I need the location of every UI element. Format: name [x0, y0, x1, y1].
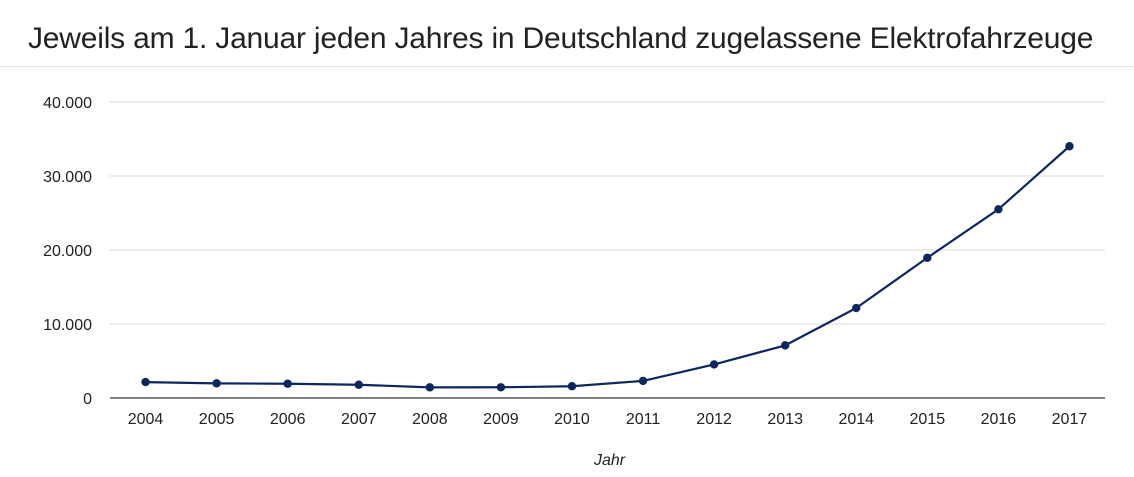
- data-point: [354, 380, 363, 389]
- x-tick-label: 2004: [128, 411, 164, 428]
- gridlines: [110, 101, 1105, 325]
- x-tick-label: 2005: [199, 411, 235, 428]
- data-point: [283, 379, 292, 388]
- data-point: [212, 379, 221, 388]
- y-tick-label: 40.000: [43, 95, 92, 112]
- data-point: [994, 205, 1003, 214]
- y-tick-label: 0: [83, 391, 92, 408]
- title-divider: [0, 66, 1134, 67]
- data-point: [496, 383, 506, 392]
- y-axis-ticks: 0 10.000 20.000 30.000 40.000: [43, 95, 92, 408]
- x-tick-label: 2006: [270, 411, 306, 428]
- x-axis-label: Jahr: [593, 452, 626, 469]
- data-point: [638, 376, 648, 386]
- y-tick-label: 20.000: [43, 243, 92, 260]
- data-point: [852, 303, 861, 313]
- chart-title: Jeweils am 1. Januar jeden Jahres in Deu…: [28, 22, 1094, 55]
- x-tick-label: 2014: [838, 411, 874, 428]
- x-tick-label: 2017: [1052, 411, 1088, 428]
- x-tick-label: 2011: [626, 411, 661, 428]
- y-tick-label: 10.000: [43, 317, 92, 334]
- data-point: [780, 341, 790, 350]
- x-tick-label: 2015: [910, 411, 946, 428]
- data-point: [567, 382, 577, 391]
- x-tick-label: 2016: [981, 411, 1017, 428]
- data-point: [923, 253, 932, 262]
- series-line: [145, 145, 1071, 389]
- x-tick-label: 2012: [696, 411, 732, 428]
- data-points: [141, 142, 1074, 392]
- data-point: [1065, 142, 1074, 151]
- x-tick-label: 2009: [483, 411, 519, 428]
- data-point: [425, 383, 435, 392]
- data-point: [709, 360, 719, 369]
- x-tick-label: 2010: [554, 411, 590, 428]
- x-tick-label: 2013: [767, 411, 803, 428]
- y-tick-label: 30.000: [43, 169, 92, 186]
- x-axis-ticks: 2004 2005 2006 2007 2008 2009 2010 2011 2012 2013…: [128, 411, 1088, 428]
- x-tick-label: 2008: [412, 411, 448, 428]
- data-point: [141, 377, 150, 387]
- x-tick-label: 2007: [341, 411, 377, 428]
